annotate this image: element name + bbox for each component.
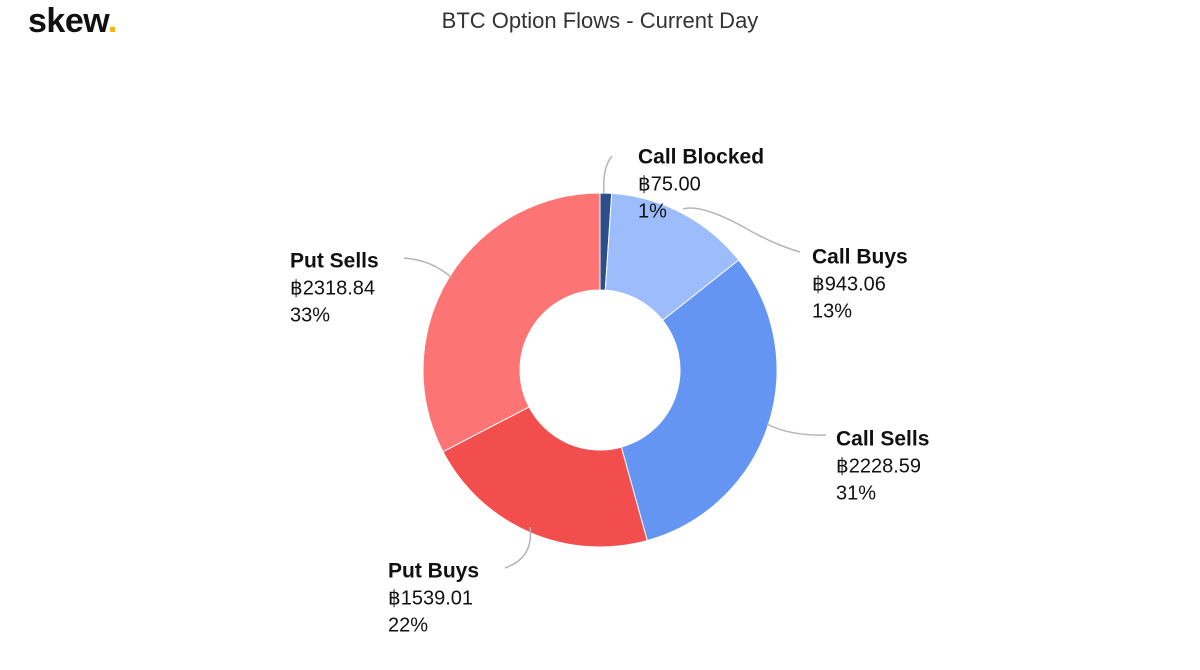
label-name: Put Buys [388,560,479,583]
label-percent: 13% [812,300,852,322]
data-label-put-sells: Put Sells ฿2318.84 33% [290,250,379,327]
label-value: ฿1539.01 [388,587,473,609]
label-value: ฿2318.84 [290,277,375,299]
data-label-call-buys: Call Buys ฿943.06 13% [812,246,908,323]
connector-call-blocked [602,155,613,195]
label-value: ฿2228.59 [836,455,921,477]
slice-call-buys[interactable] [604,192,740,321]
chart-title: BTC Option Flows - Current Day [441,8,759,33]
label-percent: 1% [638,200,667,222]
connector-put-sells [403,257,453,279]
slice-put-buys[interactable] [442,406,648,548]
data-label-call-blocked: Call Blocked ฿75.00 1% [638,146,764,223]
connector-call-buys [682,207,801,253]
label-name: Call Sells [836,428,929,451]
slice-call-sells[interactable] [620,259,778,542]
label-value: ฿943.06 [812,273,886,295]
label-name: Call Buys [812,246,908,269]
skew-logo: skew. [28,2,117,41]
data-label-call-sells: Call Sells ฿2228.59 31% [836,428,929,505]
label-name: Call Blocked [638,146,764,169]
connector-call-sells [766,423,827,436]
logo-text: skew [28,2,108,40]
logo-dot: . [107,2,117,40]
data-label-put-buys: Put Buys ฿1539.01 22% [388,560,479,637]
label-name: Put Sells [290,250,379,273]
label-percent: 31% [836,482,876,504]
label-value: ฿75.00 [638,173,701,195]
label-percent: 33% [290,304,330,326]
label-percent: 22% [388,614,428,636]
slice-put-sells[interactable] [422,192,601,453]
connector-put-buys [504,526,532,569]
